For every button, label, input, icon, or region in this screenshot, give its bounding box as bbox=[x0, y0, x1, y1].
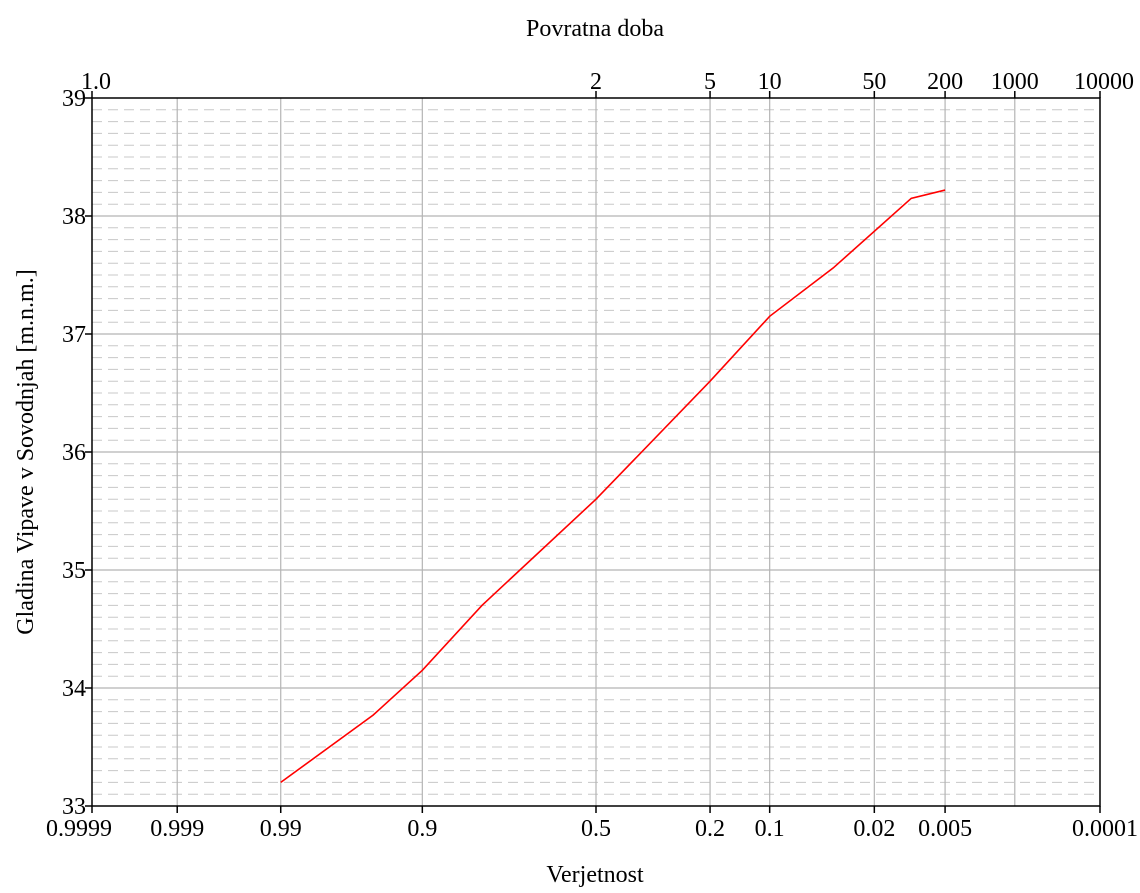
y-axis-title: Gladina Vipave v Sovodnjah [m.n.m.] bbox=[13, 269, 39, 634]
x-tick-label: 0.5 bbox=[581, 816, 611, 842]
top-tick-label: 50 bbox=[862, 69, 886, 95]
y-tick-label: 39 bbox=[62, 86, 86, 112]
top-tick-label: 200 bbox=[927, 69, 963, 95]
x-tick-label: 0.9 bbox=[407, 816, 437, 842]
series-line bbox=[280, 189, 946, 784]
x-tick-label: 0.2 bbox=[695, 816, 725, 842]
y-tick-label: 35 bbox=[62, 558, 86, 584]
top-axis-title: Povratna doba bbox=[526, 16, 664, 42]
x-tick-label: 0.005 bbox=[918, 816, 972, 842]
y-tick-label: 36 bbox=[62, 440, 86, 466]
major-gridlines bbox=[92, 98, 1100, 806]
top-tick-label: 10000 bbox=[1074, 69, 1134, 95]
y-tick-label: 33 bbox=[62, 794, 86, 820]
tick-marks bbox=[85, 91, 1101, 813]
x-tick-label: 0.999 bbox=[150, 816, 204, 842]
top-tick-label: 5 bbox=[704, 69, 716, 95]
top-tick-label: 10 bbox=[758, 69, 782, 95]
top-tick-label: 2 bbox=[590, 69, 602, 95]
top-tick-label: 1000 bbox=[991, 69, 1039, 95]
x-tick-label: 0.1 bbox=[755, 816, 785, 842]
x-tick-label: 0.02 bbox=[853, 816, 895, 842]
y-tick-label: 38 bbox=[62, 204, 86, 230]
y-tick-label: 37 bbox=[62, 322, 86, 348]
y-tick-label: 34 bbox=[62, 676, 86, 702]
top-tick-label: 1.0 bbox=[81, 69, 111, 95]
x-axis-title: Verjetnost bbox=[546, 862, 644, 888]
tick-labels: 33 34 35 36 37 38 39 0.9999 0.999 0.99 0.9 0.5 0.2 0.… bbox=[46, 69, 1138, 842]
x-tick-label: 0.0001 bbox=[1072, 816, 1138, 842]
x-tick-label: 0.9999 bbox=[46, 816, 112, 842]
x-tick-label: 0.99 bbox=[260, 816, 302, 842]
series-layer bbox=[280, 189, 946, 784]
